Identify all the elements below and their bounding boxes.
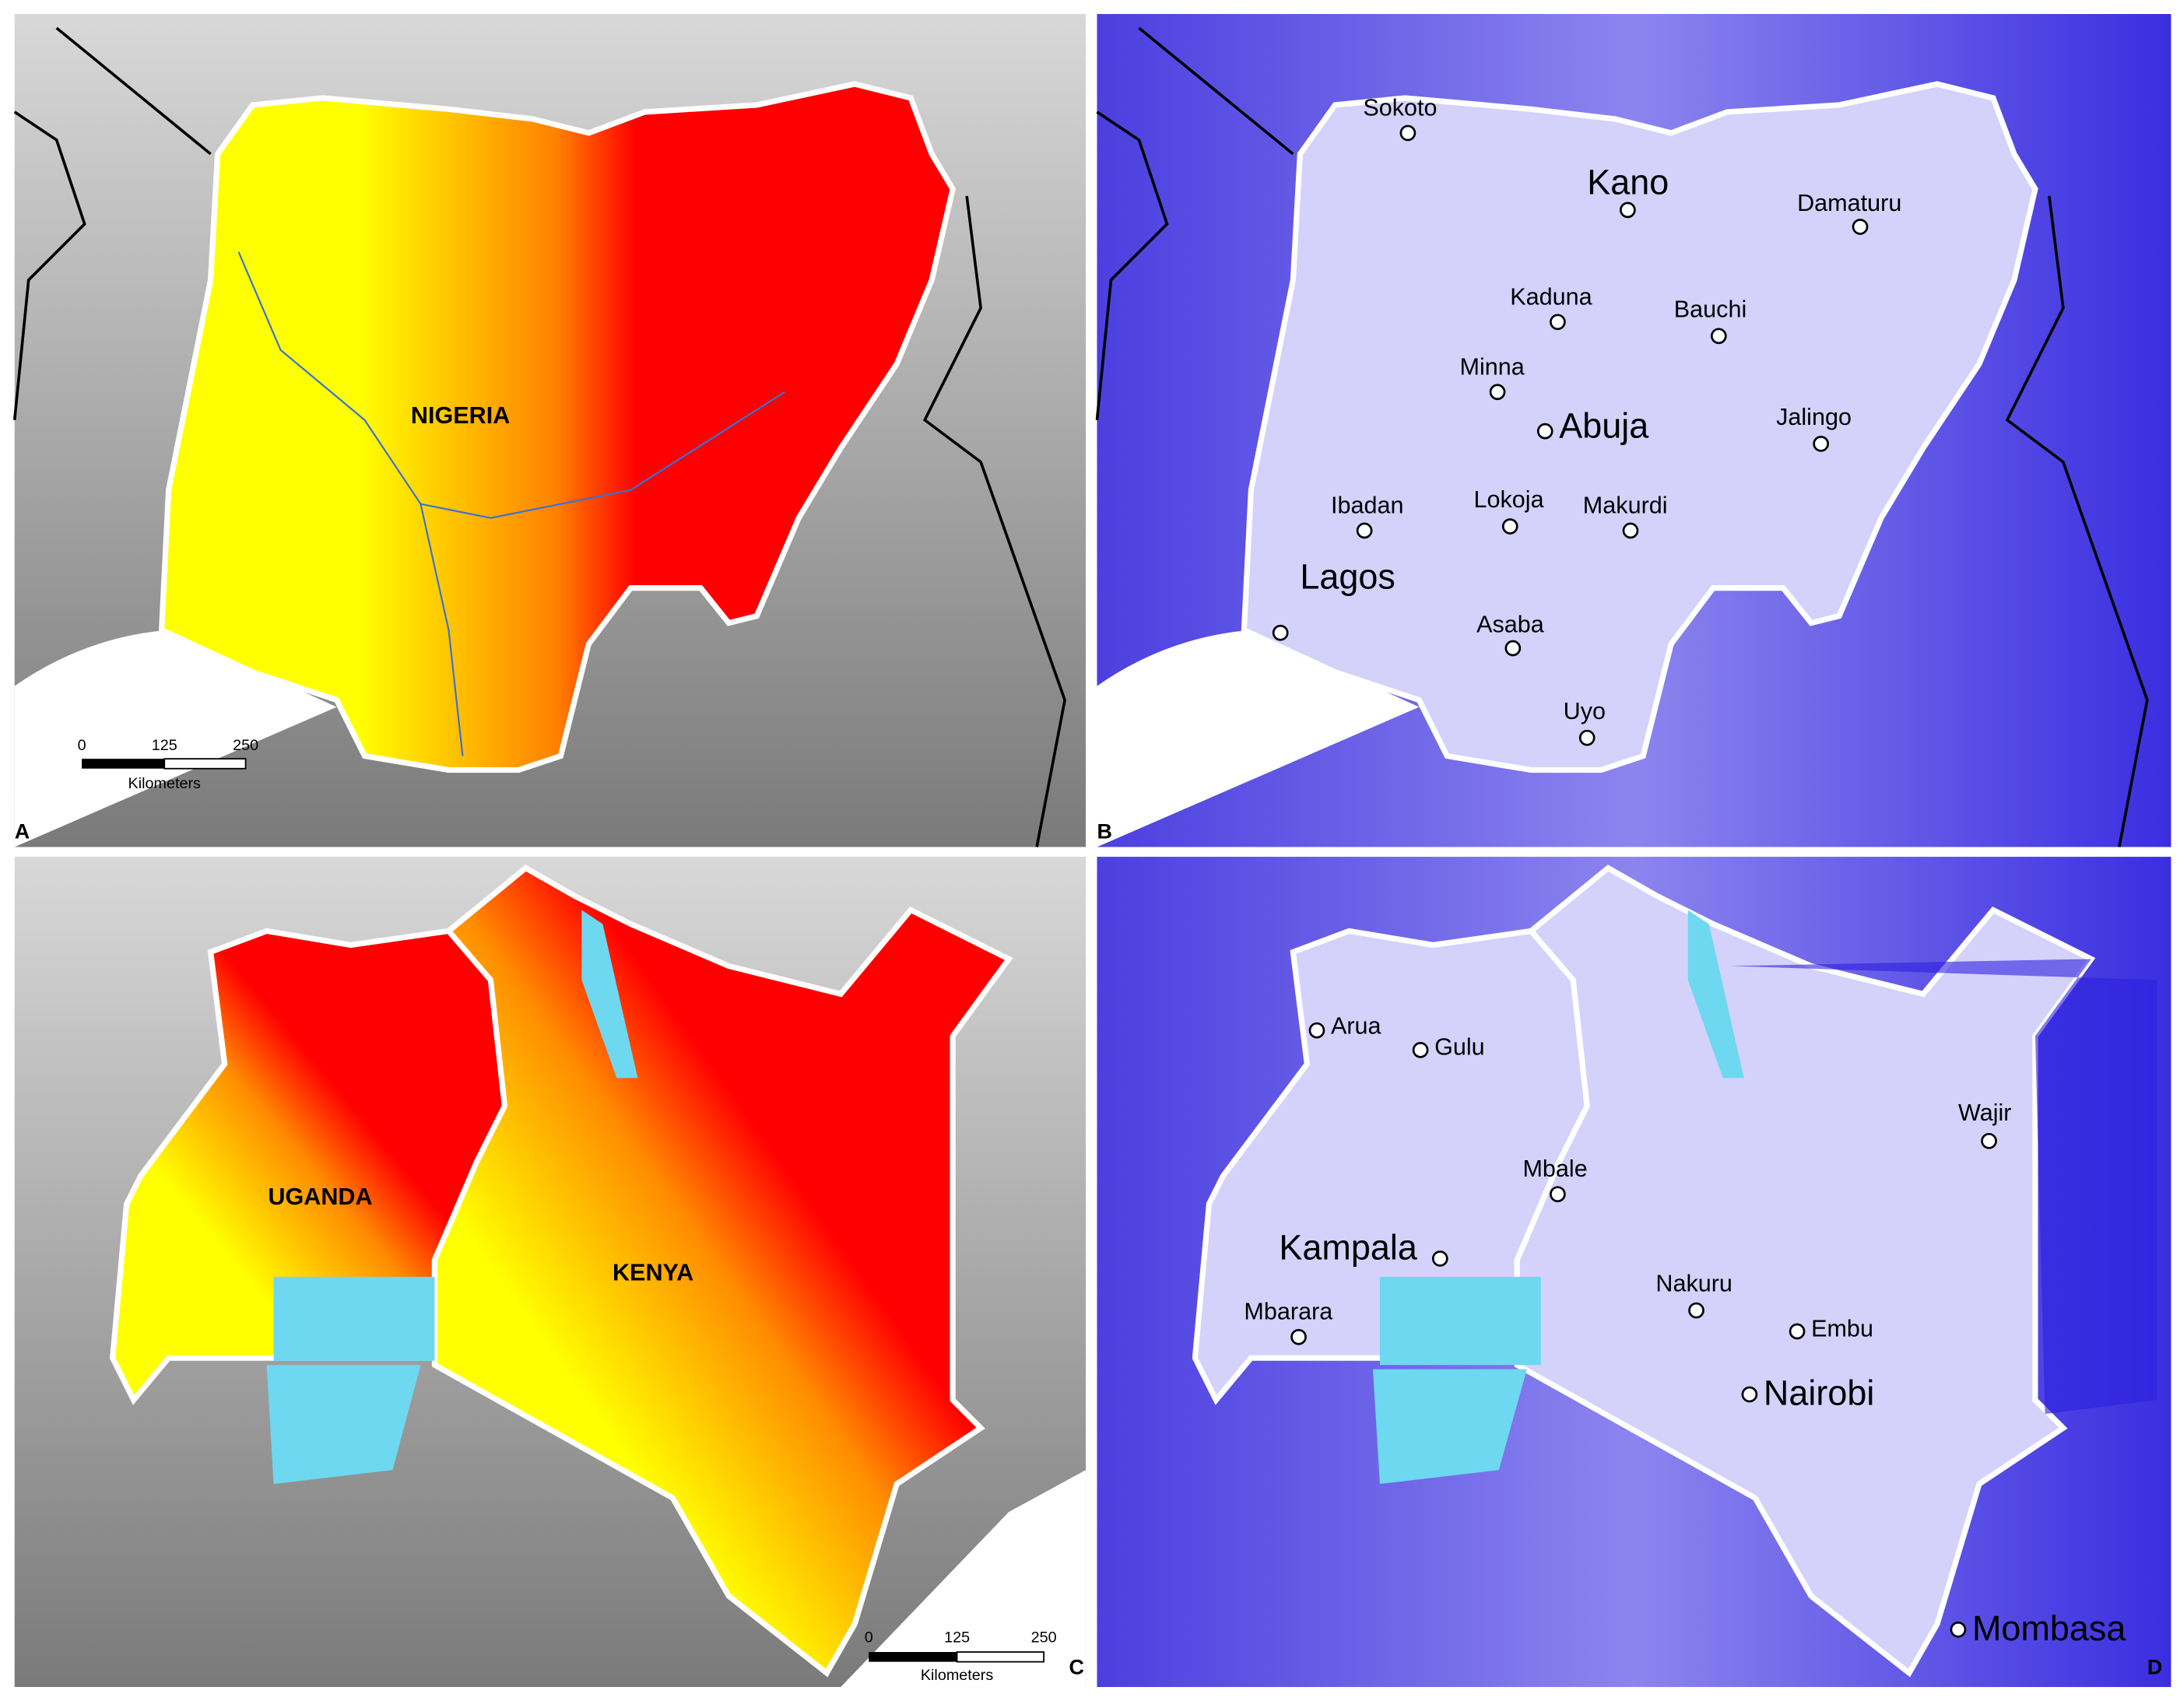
city-label: Embu — [1811, 1315, 1873, 1341]
ocean — [14, 630, 337, 847]
borders — [1095, 26, 2149, 847]
scale-tick: 250 — [233, 737, 258, 754]
city-label: Nairobi — [1764, 1373, 1874, 1413]
city-dot — [1504, 640, 1522, 657]
city-dot — [1852, 219, 1869, 235]
city-dot — [1412, 1042, 1429, 1058]
city-label: Mombasa — [1972, 1608, 2126, 1648]
panel-d: Arua Gulu Wajir Mbale Kampala Nakuru Mba… — [1097, 857, 2171, 1688]
city-dot — [1622, 522, 1639, 539]
country-label: NIGERIA — [411, 402, 510, 429]
scale-tick: 0 — [865, 1629, 873, 1646]
river — [237, 251, 785, 756]
city-label: Abuja — [1559, 405, 1649, 445]
city-dot — [1688, 1302, 1704, 1319]
panel-a: NIGERIA 0 125 250 Kilometers A — [12, 13, 1086, 847]
city-dot — [1620, 202, 1636, 219]
city-label: Mbarara — [1244, 1299, 1332, 1325]
panel-letter: D — [2147, 1656, 2162, 1679]
city-dot — [1550, 1186, 1566, 1203]
city-dot — [1578, 729, 1596, 746]
city-label: Kampala — [1279, 1228, 1417, 1268]
city-dot — [1789, 1323, 1806, 1340]
city-label: Kano — [1587, 162, 1669, 202]
city-label: Minna — [1459, 353, 1524, 380]
lake — [266, 910, 638, 1485]
scale-tick: 125 — [152, 737, 177, 754]
city-dot — [1950, 1621, 1967, 1638]
nigeria — [1241, 81, 2038, 773]
country-label: KENYA — [613, 1259, 693, 1285]
city-label: Uyo — [1564, 698, 1606, 724]
ocean — [1097, 630, 1420, 847]
city-dot — [1536, 423, 1553, 440]
city-dot — [1489, 384, 1506, 401]
city-dot — [1981, 1132, 1997, 1149]
borders — [12, 26, 1066, 847]
city-label: Arua — [1331, 1013, 1381, 1040]
panel-b: Sokoto Kano Damaturu Kaduna Bauchi Minna… — [1095, 13, 2171, 847]
scale-unit: Kilometers — [921, 1667, 994, 1684]
city-label: Sokoto — [1363, 94, 1437, 121]
city-label: Lokoja — [1473, 486, 1543, 513]
kenya — [431, 865, 1013, 1678]
city-label: Bauchi — [1674, 296, 1747, 322]
city-label: Asaba — [1476, 611, 1544, 637]
panel-letter: A — [15, 820, 30, 843]
scale-tick: 250 — [1031, 1629, 1057, 1646]
lake — [1372, 910, 1744, 1485]
city-label: Lagos — [1300, 557, 1395, 597]
city-markers — [1290, 1022, 1997, 1638]
city-label: Makurdi — [1583, 492, 1668, 518]
city-dot — [1431, 1250, 1448, 1267]
scale-bar — [869, 1652, 957, 1662]
city-dot — [1501, 518, 1518, 535]
scale-bar — [956, 1651, 1045, 1663]
city-dot — [1550, 314, 1566, 331]
city-label: Gulu — [1434, 1034, 1485, 1061]
city-label: Jalingo — [1776, 404, 1852, 430]
city-label: Mbale — [1522, 1156, 1587, 1182]
city-label: Ibadan — [1331, 492, 1404, 518]
ocean — [841, 1470, 1086, 1688]
country-label: UGANDA — [268, 1184, 372, 1210]
city-dot — [1813, 435, 1830, 452]
city-dot — [1741, 1386, 1758, 1403]
city-markers — [1272, 125, 1869, 746]
scale-bar — [82, 759, 165, 769]
city-dot — [1356, 522, 1373, 539]
scale-unit: Kilometers — [128, 775, 202, 792]
panel-letter: C — [1069, 1656, 1084, 1679]
city-label: Nakuru — [1655, 1271, 1732, 1297]
city-label: Wajir — [1958, 1100, 2012, 1126]
city-label: Damaturu — [1797, 190, 1901, 216]
city-dot — [1399, 125, 1416, 142]
scale-bar — [163, 758, 247, 770]
kenya — [1514, 865, 2096, 1678]
city-dot — [1290, 1328, 1307, 1345]
panel-letter: B — [1097, 820, 1111, 843]
city-dot — [1272, 624, 1289, 641]
panel-c: UGANDA KENYA 0 125 250 Kilometers C — [14, 857, 1086, 1688]
city-dot — [1308, 1022, 1325, 1039]
dry-region — [1729, 959, 2157, 1415]
city-label: Kaduna — [1510, 283, 1592, 310]
scale-tick: 125 — [944, 1629, 970, 1646]
scale-tick: 0 — [78, 737, 86, 754]
city-dot — [1710, 328, 1727, 345]
nigeria — [158, 81, 957, 773]
